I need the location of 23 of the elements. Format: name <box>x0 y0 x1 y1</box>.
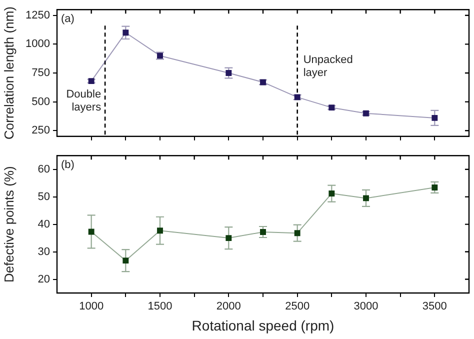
y-tick-label: 30 <box>38 246 50 258</box>
y-tick-label: 500 <box>32 96 50 108</box>
y-tick-label: 40 <box>38 218 50 230</box>
x-axis-title: Rotational speed (rpm) <box>192 317 334 334</box>
y-axis-title: Correlation length (nm) <box>1 6 16 140</box>
y-tick-label: 60 <box>38 163 50 176</box>
x-tick-label: 2500 <box>285 300 310 313</box>
y-tick-label: 20 <box>38 273 50 286</box>
y-tick-label: 1000 <box>26 38 50 50</box>
annotation: (a) <box>61 13 74 26</box>
ref-line-label: Unpacked layer <box>303 54 353 80</box>
ref-line-label: Double layers <box>66 88 102 114</box>
x-tick-label: 3000 <box>354 300 378 313</box>
x-tick-label: 1000 <box>79 300 104 313</box>
y-tick-label: 250 <box>32 124 50 137</box>
x-tick-label: 2000 <box>216 300 241 313</box>
y-tick-label: 50 <box>38 190 50 203</box>
y-axis-title: Defective points (%) <box>1 166 16 282</box>
y-tick-label: 1250 <box>26 9 50 22</box>
annotation: (b) <box>61 159 74 172</box>
x-tick-label: 1500 <box>148 300 172 313</box>
x-tick-label: 3500 <box>422 300 447 313</box>
y-tick-label: 750 <box>32 67 50 80</box>
